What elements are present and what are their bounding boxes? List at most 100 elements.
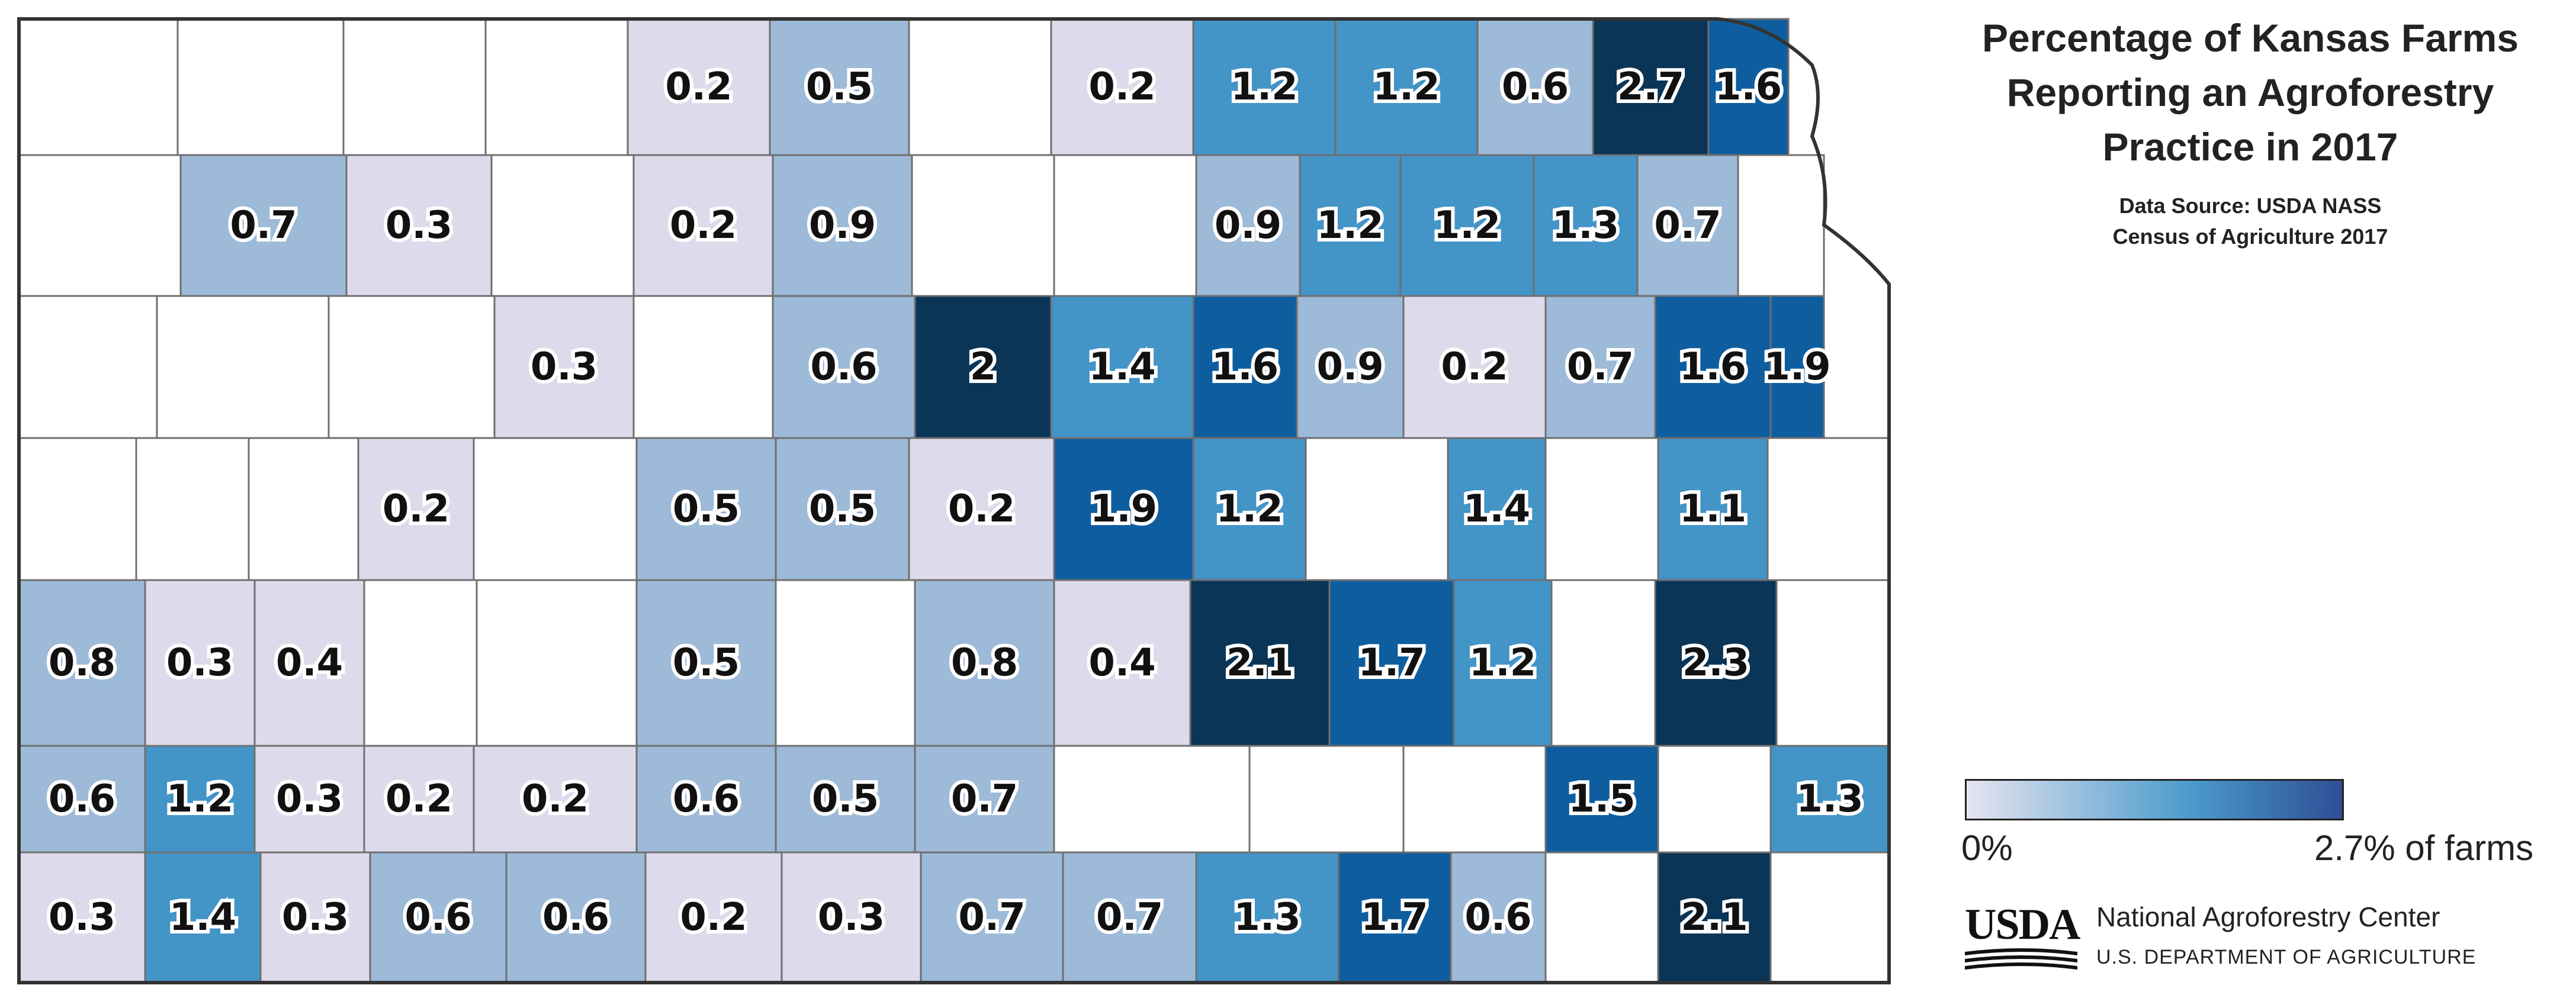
county-value-label: 0.4 — [1088, 641, 1155, 685]
county-r6c9 — [1544, 745, 1659, 854]
county-no-data — [18, 18, 179, 156]
county-value-label: 1.4 — [1463, 487, 1530, 531]
county-value-label: 0.2 — [670, 204, 737, 247]
county-r8c9 — [18, 851, 146, 984]
county-value-label: 1.9 — [1764, 345, 1830, 389]
county-value-label: 0.2 — [386, 777, 452, 821]
usda-logo-swoosh-icon — [1965, 948, 2077, 970]
county-r6c10 — [1769, 745, 1890, 854]
county-value-label: 0.3 — [282, 896, 349, 939]
county-r3c12 — [1544, 295, 1656, 439]
county-no-data — [1544, 437, 1659, 581]
county-r5c13 — [1654, 579, 1778, 747]
county-r6c8 — [914, 745, 1055, 854]
county-r2c12 — [1533, 154, 1639, 297]
county-value-label: 0.7 — [951, 777, 1018, 821]
county-r7c9 — [1062, 851, 1197, 984]
county-r7c13 — [1657, 851, 1772, 984]
county-no-data — [156, 295, 330, 439]
county-r8c12 — [253, 745, 365, 854]
county-value-label: 0.8 — [951, 641, 1018, 685]
county-value-label: 0.2 — [1441, 345, 1508, 389]
county-r4c4 — [357, 437, 475, 581]
county-r8c5 — [369, 851, 508, 984]
county-no-data — [135, 437, 250, 581]
county-value-label: 1.3 — [1796, 777, 1863, 821]
county-value-label: 0.9 — [809, 204, 876, 247]
county-r1c9 — [1192, 18, 1337, 156]
county-no-data — [363, 579, 478, 747]
county-value-label: 1.2 — [1216, 487, 1283, 531]
county-value-label: 0.9 — [1215, 204, 1281, 247]
county-value-label: 0.3 — [276, 777, 343, 821]
county-value-label: 0.5 — [673, 487, 740, 531]
county-r5c11 — [1328, 579, 1455, 747]
county-value-label: 2.1 — [1226, 641, 1293, 685]
county-r4c6 — [635, 437, 777, 581]
county-r3c6 — [772, 295, 916, 439]
county-value-label: 2.7 — [1617, 65, 1684, 109]
county-no-data — [176, 18, 345, 156]
county-no-data — [632, 295, 774, 439]
county-value-label: 1.6 — [1212, 345, 1279, 389]
county-r3c14 — [1769, 295, 1825, 439]
county-value-label: 0.7 — [1654, 204, 1721, 247]
county-value-label: 0.7 — [1096, 896, 1163, 939]
county-value-label: 1.7 — [1361, 896, 1428, 939]
county-value-label: 0.2 — [1088, 65, 1155, 109]
county-no-data — [1550, 579, 1656, 747]
county-value-label: 0.2 — [665, 65, 732, 109]
county-value-label: 1.6 — [1715, 65, 1782, 109]
county-value-label: 0.6 — [1502, 65, 1569, 109]
county-no-data — [473, 437, 638, 581]
county-value-label: 1.4 — [169, 896, 236, 939]
county-value-label: 1.2 — [1373, 65, 1440, 109]
county-r7c12 — [1450, 851, 1547, 984]
county-value-label: 0.7 — [1567, 345, 1634, 389]
county-value-label: 0.5 — [806, 65, 873, 109]
county-value-label: 0.3 — [531, 345, 598, 389]
county-value-label: 1.6 — [1679, 345, 1746, 389]
county-r7c11 — [1337, 851, 1452, 984]
county-value-label: 1.2 — [1231, 65, 1297, 109]
county-r4c12 — [1657, 437, 1769, 581]
county-value-label: 1.3 — [1234, 896, 1300, 939]
county-value-label: 0.3 — [386, 204, 452, 247]
org-name: National Agroforestry Center — [2096, 902, 2440, 932]
county-r1c11 — [1476, 18, 1594, 156]
county-value-label: 1.7 — [1358, 641, 1425, 685]
county-r1c10 — [1334, 18, 1479, 156]
title-line: Percentage of Kansas Farms — [1981, 16, 2519, 60]
county-value-label: 0.5 — [809, 487, 876, 531]
county-no-data — [484, 18, 629, 156]
county-value-label: 1.9 — [1090, 487, 1157, 531]
county-r7c4 — [363, 745, 475, 854]
county-value-label: 0.9 — [1316, 345, 1383, 389]
map-title: Percentage of Kansas Farms Reporting an … — [1954, 11, 2546, 174]
title-line: Reporting an Agroforestry — [2006, 70, 2494, 114]
county-value-label: 0.2 — [383, 487, 449, 531]
county-value-label: 2.1 — [1681, 896, 1748, 939]
county-no-data — [1737, 154, 1825, 297]
county-value-label: 1.2 — [166, 777, 233, 821]
county-value-label: 0.3 — [818, 896, 885, 939]
county-no-data — [342, 18, 487, 156]
county-value-label: 0.2 — [522, 777, 589, 821]
county-value-label: 1.5 — [1568, 777, 1635, 821]
county-r8c11 — [144, 745, 256, 854]
legend-max-label: 2.7% of farms — [2314, 828, 2534, 868]
county-value-label: 0.6 — [542, 896, 609, 939]
county-r5c8 — [914, 579, 1055, 747]
source-line: Data Source: USDA NASS — [2119, 194, 2382, 218]
county-no-data — [327, 295, 496, 439]
county-value-label: 0.3 — [49, 896, 115, 939]
county-no-data — [1769, 851, 1890, 984]
title-line: Practice in 2017 — [2102, 125, 2398, 169]
county-value-label: 0.3 — [166, 641, 233, 685]
county-value-label: 0.4 — [276, 641, 343, 685]
county-r3c8 — [1050, 295, 1194, 439]
county-r2c3 — [345, 154, 493, 297]
county-value-label: 0.8 — [49, 641, 115, 685]
county-r1c13 — [1707, 18, 1790, 156]
county-r8c13 — [18, 579, 146, 747]
